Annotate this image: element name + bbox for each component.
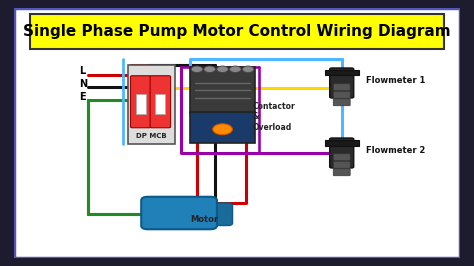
FancyBboxPatch shape [333, 91, 350, 98]
FancyBboxPatch shape [130, 76, 151, 128]
Text: Single Phase Pump Motor Control Wiring Diagram: Single Phase Pump Motor Control Wiring D… [23, 24, 451, 39]
FancyBboxPatch shape [197, 203, 233, 226]
Bar [155, 94, 165, 114]
FancyBboxPatch shape [333, 161, 350, 168]
Text: DP MCB: DP MCB [136, 133, 166, 139]
Text: E: E [79, 93, 85, 102]
Circle shape [242, 66, 254, 73]
Circle shape [229, 66, 241, 73]
Text: L: L [79, 66, 85, 76]
FancyBboxPatch shape [30, 14, 444, 49]
Text: Flowmeter 2: Flowmeter 2 [366, 146, 426, 155]
Circle shape [213, 124, 232, 135]
Bar [325, 70, 359, 76]
Circle shape [204, 66, 216, 73]
Bar [190, 112, 255, 143]
Text: Contactor
&
Overload: Contactor & Overload [253, 102, 295, 132]
FancyBboxPatch shape [330, 68, 354, 98]
Text: Motor: Motor [190, 215, 219, 224]
Bar [128, 65, 174, 144]
FancyBboxPatch shape [141, 197, 217, 229]
Bar [190, 67, 255, 113]
Circle shape [191, 66, 203, 73]
FancyBboxPatch shape [333, 84, 350, 91]
FancyBboxPatch shape [333, 154, 350, 161]
Text: N: N [79, 79, 87, 89]
Bar [136, 94, 146, 114]
FancyBboxPatch shape [333, 169, 350, 176]
Bar [325, 140, 359, 146]
Text: Flowmeter 1: Flowmeter 1 [366, 76, 426, 85]
FancyBboxPatch shape [150, 76, 171, 128]
FancyBboxPatch shape [333, 99, 350, 106]
Circle shape [217, 66, 228, 73]
FancyBboxPatch shape [330, 138, 354, 168]
